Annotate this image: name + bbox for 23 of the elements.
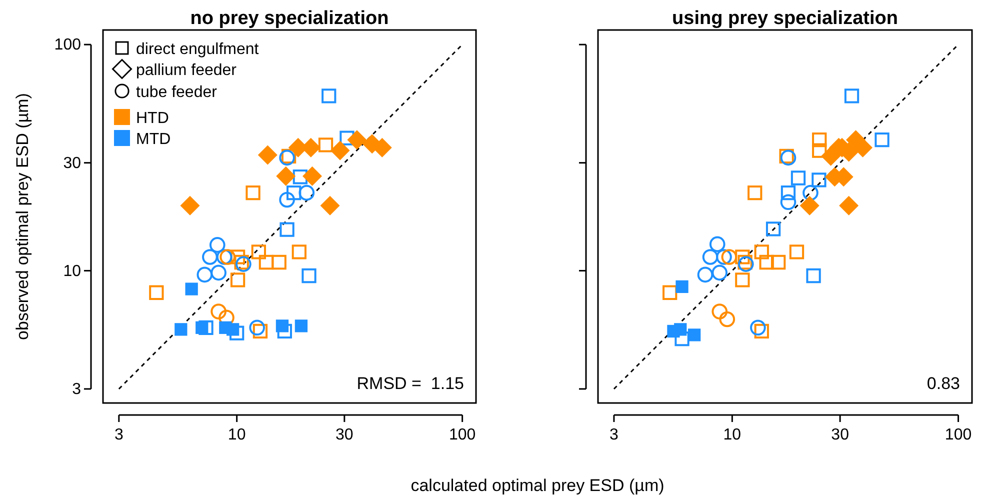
annotation: pallium feeder: [136, 62, 238, 79]
x-tick-label: 3: [114, 426, 124, 444]
legend-label: HTD: [136, 110, 169, 127]
x-tick-label: 3: [610, 426, 619, 444]
x-axis-title: calculated optimal prey ESD (µm): [410, 476, 664, 495]
x-tick-label: 100: [944, 426, 972, 444]
x-tick-label: 10: [723, 426, 742, 444]
x-tick-label: 100: [448, 426, 476, 444]
annotation: direct engulfment: [136, 41, 260, 58]
y-tick-label: 30: [63, 154, 82, 172]
annotation: tube feeder: [136, 84, 218, 101]
x-tick-label: 10: [228, 426, 246, 444]
x-tick-label: 30: [831, 426, 850, 444]
legend-label: MTD: [136, 131, 171, 148]
chart-title: using prey specialization: [672, 8, 898, 29]
y-axis-title: observed optimal prey ESD (µm): [13, 93, 32, 340]
y-tick-label: 10: [63, 262, 82, 280]
annotation: 0.83: [926, 374, 960, 393]
y-tick-label: 100: [54, 36, 82, 54]
y-tick-label: 3: [72, 381, 82, 398]
annotation: RMSD = 1.15: [356, 374, 464, 393]
chart-title: no prey specialization: [190, 8, 389, 29]
x-tick-label: 30: [336, 426, 354, 444]
